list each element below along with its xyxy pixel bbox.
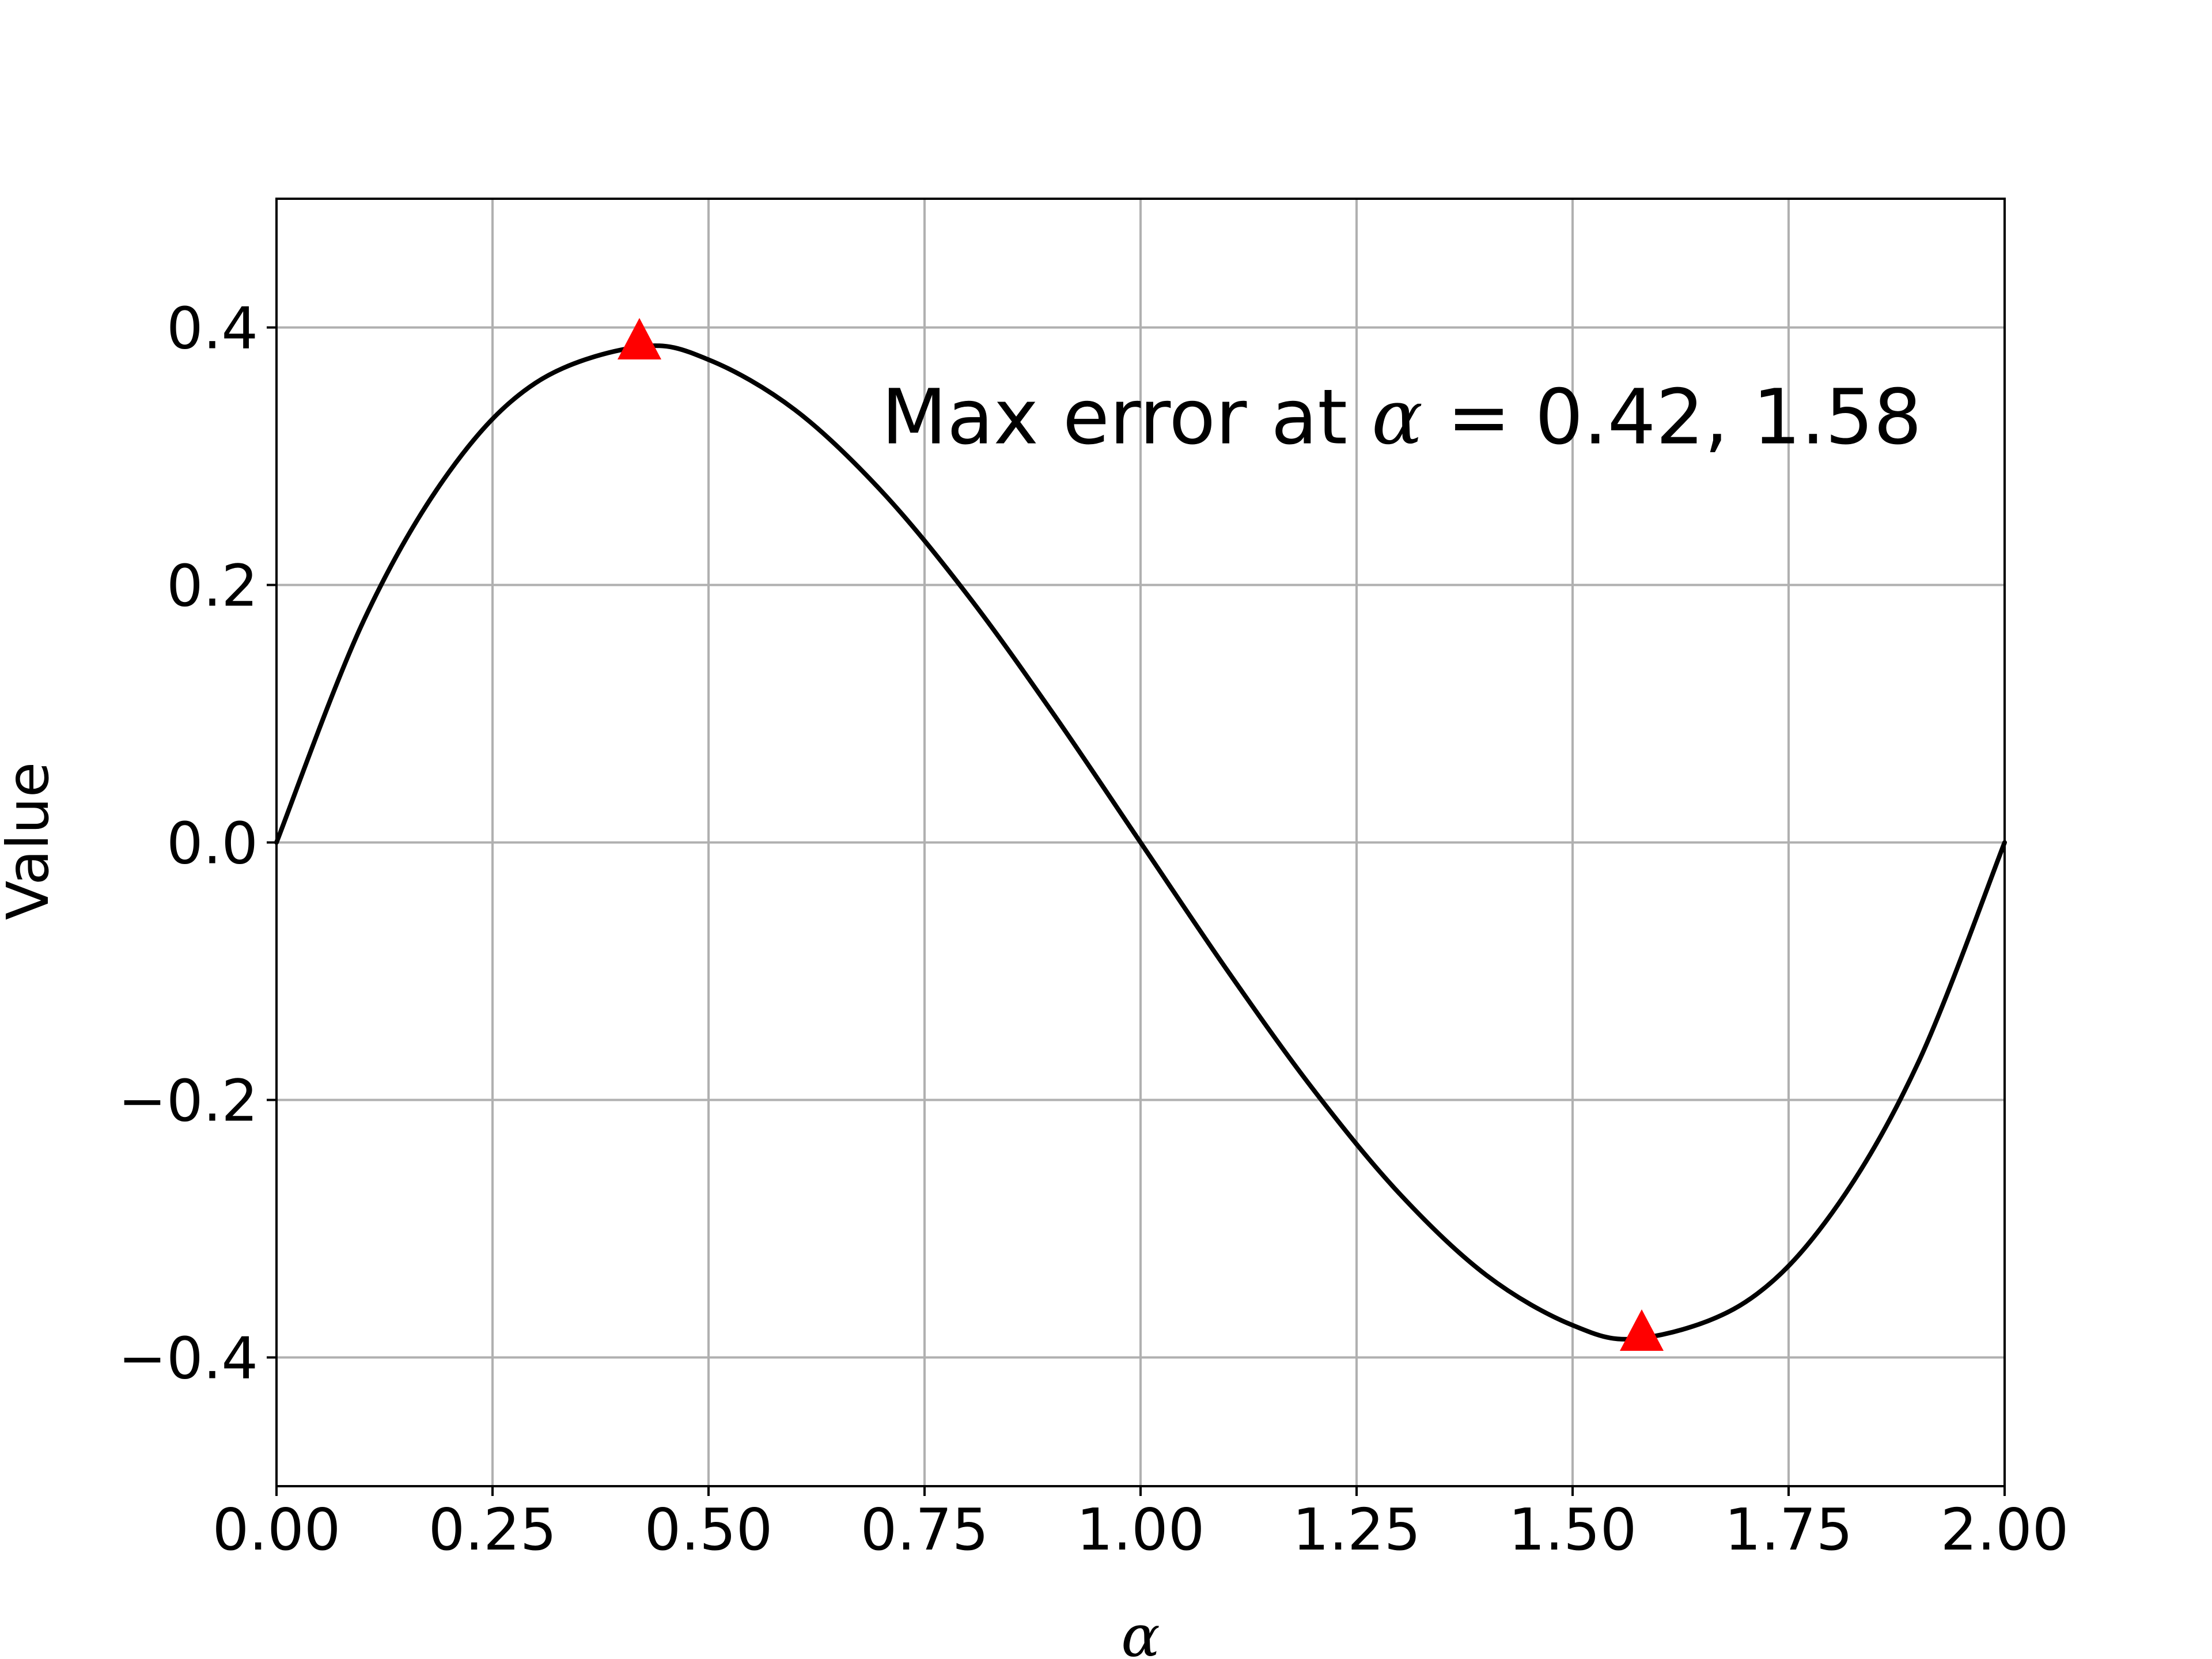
x-tick-label: 0.75 [861,1496,989,1563]
y-tick-label: 0.2 [166,552,258,620]
y-tick-label: 0.0 [166,810,258,877]
x-tick-label: 1.25 [1293,1496,1421,1563]
x-tick-label: 0.50 [645,1496,773,1563]
annotation-symbol: α [1372,373,1423,462]
y-axis-ticks: −0.4 −0.2 0.0 0.2 0.4 [118,295,276,1392]
annotation-suffix: = 0.42, 1.58 [1423,373,1922,462]
x-tick-label: 1.00 [1077,1496,1205,1563]
x-axis-ticks: 0.00 0.25 0.50 0.75 1.00 1.25 1.50 1.75 2.00 [213,1486,2069,1563]
max-error-annotation: Max error at α = 0.42, 1.58 [881,373,1922,462]
x-tick-label: 0.00 [213,1496,341,1563]
x-tick-label: 2.00 [1941,1496,2069,1563]
x-axis-label: α [1121,1603,1160,1659]
y-tick-label: −0.4 [118,1325,258,1392]
y-axis-label: Value [0,762,62,921]
x-tick-label: 0.25 [429,1496,557,1563]
x-tick-label: 1.75 [1725,1496,1853,1563]
x-tick-label: 1.50 [1509,1496,1637,1563]
y-tick-label: −0.2 [118,1067,258,1135]
annotation-prefix: Max error at [881,373,1372,462]
y-tick-label: 0.4 [166,295,258,362]
